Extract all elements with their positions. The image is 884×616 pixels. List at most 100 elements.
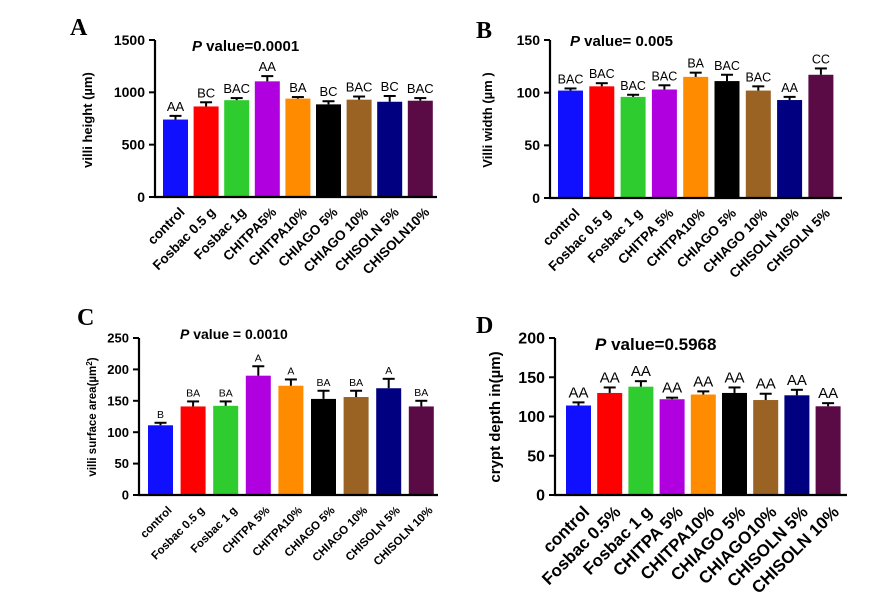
bar-8 (777, 100, 803, 198)
significance-letter: AA (259, 59, 277, 74)
significance-letter: BAC (714, 59, 740, 73)
bar-3 (620, 96, 646, 198)
y-tick-label: 0 (122, 488, 129, 503)
bar-6 (722, 392, 747, 495)
bar-5 (278, 385, 304, 495)
y-axis-label-sup: 2 (85, 361, 94, 366)
bar-6 (714, 81, 740, 198)
significance-letter: BAC (652, 69, 678, 83)
significance-letter: BA (687, 57, 704, 71)
panel-letter: B (476, 18, 492, 44)
bar-1 (163, 119, 188, 197)
y-tick-label: 250 (107, 331, 129, 346)
bar-7 (745, 90, 771, 198)
chart-panel-b: B P value= 0.005 Villi width (µm ) 0 50 100 15… (476, 18, 842, 281)
p-value-italic: P (570, 33, 581, 50)
significance-letter: BC (319, 84, 337, 99)
y-tick-label: 0 (536, 488, 545, 505)
panel-letter: A (70, 15, 88, 41)
p-value-label: P value=0.5968 (595, 335, 716, 354)
bar-4 (254, 81, 280, 197)
bar-2 (597, 392, 623, 495)
y-tick-label: 0 (532, 190, 540, 206)
y-tick-label: 0 (137, 189, 145, 205)
p-value-text: value=0.0001 (202, 38, 299, 55)
y-axis-label: Villi width (µm ) (480, 72, 495, 167)
chart-panel-c: C P value = 0.0010 villi surface area(µm2)… (77, 305, 438, 568)
y-axis-label-text: crypt depth in(µm) (487, 351, 504, 482)
significance-letter: BC (197, 85, 215, 100)
significance-letter: AA (600, 369, 620, 386)
significance-letter: A (255, 352, 262, 364)
p-value-text: value= 0.005 (580, 33, 673, 50)
y-axis-label-end: ) (87, 357, 99, 361)
significance-letter: BAC (620, 79, 646, 93)
y-axis-label: crypt depth in(µm) (487, 351, 504, 482)
significance-letter: BAC (223, 81, 250, 96)
bar-9 (407, 100, 433, 197)
bar-7 (343, 397, 369, 495)
significance-letter: BA (289, 80, 307, 95)
significance-letter: CC (812, 52, 830, 66)
y-axis-label: villi surface area(µm2) (85, 357, 100, 476)
y-axis-label-text: villi surface area(µm (87, 366, 99, 477)
x-tick-label: CHISOLN 10% (372, 505, 436, 569)
significance-letter: BAC (745, 70, 771, 84)
y-tick-label: 50 (524, 137, 540, 153)
p-value-text: value=0.5968 (606, 335, 716, 354)
bar-3 (213, 405, 239, 495)
p-value-text: value = 0.0010 (189, 326, 288, 342)
bar-9 (808, 74, 834, 198)
bar-3 (628, 386, 654, 495)
bar-1 (558, 90, 583, 198)
y-tick-label: 150 (518, 370, 545, 387)
bar-9 (815, 406, 841, 495)
significance-letter: BA (219, 387, 233, 399)
bar-4 (659, 399, 685, 495)
y-axis-label-text: villi height (µm) (80, 72, 95, 168)
p-value-label: P value= 0.005 (570, 33, 673, 50)
bar-7 (753, 400, 779, 495)
bar-5 (683, 76, 709, 198)
y-tick-label: 100 (517, 85, 541, 101)
bar-3 (224, 100, 250, 197)
y-tick-label: 1500 (114, 32, 145, 48)
y-tick-label: 50 (527, 448, 545, 465)
y-tick-label: 50 (115, 456, 129, 471)
p-value-italic: P (595, 335, 607, 354)
bar-5 (285, 98, 311, 197)
significance-letter: AA (631, 363, 651, 380)
bar-2 (193, 106, 219, 197)
y-axis-label-text: Villi width (µm ) (480, 72, 495, 167)
significance-letter: BAC (558, 72, 584, 86)
significance-letter: BA (349, 377, 363, 389)
significance-letter: AA (693, 373, 713, 390)
significance-letter: AA (781, 81, 798, 95)
bar-7 (346, 99, 372, 197)
y-tick-label: 150 (107, 393, 129, 408)
p-value-italic: P (192, 38, 203, 55)
y-tick-label: 500 (122, 137, 146, 153)
significance-letter: AA (818, 385, 838, 402)
bar-8 (784, 395, 810, 495)
significance-letter: A (287, 365, 294, 377)
significance-letter: AA (756, 376, 776, 393)
significance-letter: BC (381, 79, 399, 94)
panel-letter: D (476, 313, 493, 339)
significance-letter: AA (724, 369, 744, 386)
significance-letter: AA (568, 384, 588, 401)
bar-8 (377, 101, 403, 197)
bar-9 (408, 406, 434, 495)
p-value-label: P value = 0.0010 (180, 326, 288, 342)
significance-letter: BAC (589, 67, 615, 81)
bar-5 (690, 394, 716, 495)
chart-panel-a: A P value=0.0001 villi height (µm) 0 500 1000… (70, 15, 437, 277)
significance-letter: AA (662, 380, 682, 397)
y-tick-label: 100 (518, 409, 545, 426)
significance-letter: AA (787, 372, 807, 389)
bar-1 (566, 405, 591, 495)
bar-8 (376, 388, 402, 495)
y-tick-label: 150 (517, 32, 541, 48)
bar-4 (651, 89, 677, 198)
